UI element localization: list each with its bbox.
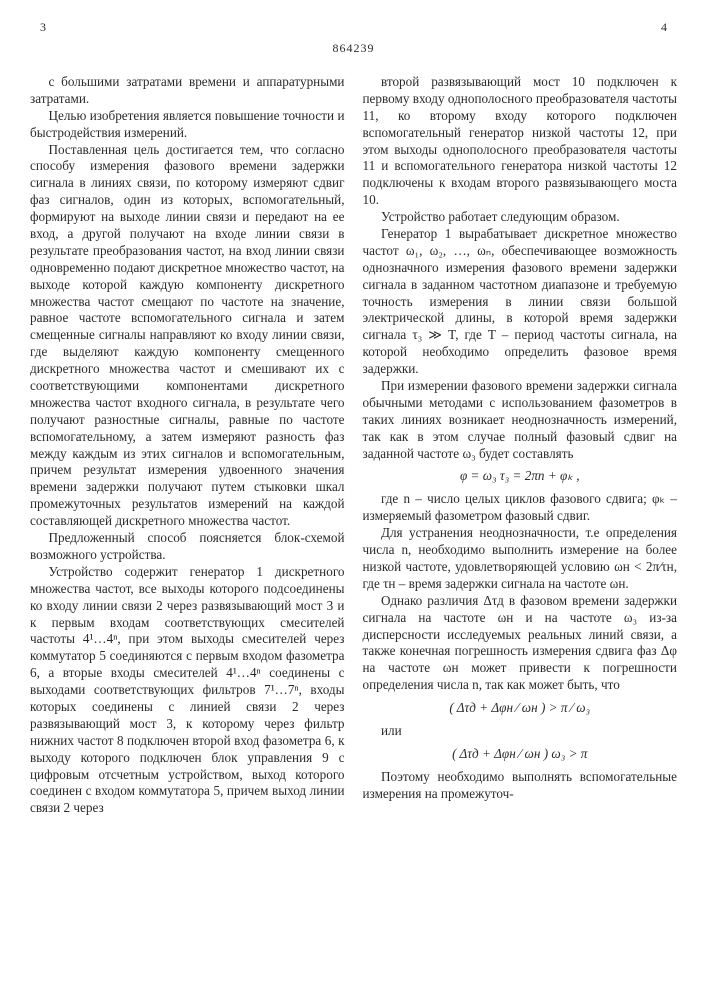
paragraph: Устройство содержит генератор 1 дискретн… bbox=[30, 564, 345, 817]
paragraph: Однако различия Δτд в фазовом времени за… bbox=[363, 593, 678, 694]
paragraph: второй развязывающий мост 10 подключен к… bbox=[363, 74, 678, 209]
paragraph: Устройство работает следующим образом. bbox=[363, 209, 678, 226]
paragraph: где n – число целых циклов фазового сдви… bbox=[363, 491, 678, 525]
page-header: 3 4 bbox=[30, 20, 677, 35]
formula: ( Δτд + Δφн ⁄ ωн ) ω₃ > π bbox=[363, 746, 678, 763]
paragraph: Целью изобретения является повышение точ… bbox=[30, 108, 345, 142]
page-number-right: 4 bbox=[661, 20, 667, 35]
text-columns: с большими затратами времени и аппаратур… bbox=[30, 74, 677, 817]
formula: ( Δτд + Δφн ⁄ ωн ) > π ⁄ ω₃ bbox=[363, 700, 678, 717]
page-number-left: 3 bbox=[40, 20, 46, 35]
paragraph: Предложенный способ поясняется блок-схем… bbox=[30, 530, 345, 564]
paragraph: Для устранения неоднозначности, т.е опре… bbox=[363, 525, 678, 593]
formula: φ = ω₃ τ₃ = 2πn + φₖ , bbox=[363, 468, 678, 485]
left-column: с большими затратами времени и аппаратур… bbox=[30, 74, 345, 817]
paragraph: При измерении фазового времени задержки … bbox=[363, 378, 678, 462]
paragraph: Поэтому необходимо выполнять вспомогател… bbox=[363, 769, 678, 803]
paragraph: с большими затратами времени и аппаратур… bbox=[30, 74, 345, 108]
page: 3 4 864239 с большими затратами времени … bbox=[0, 0, 707, 847]
paragraph: Поставленная цель достигается тем, что с… bbox=[30, 142, 345, 530]
document-number: 864239 bbox=[30, 41, 677, 56]
right-column: второй развязывающий мост 10 подключен к… bbox=[363, 74, 678, 817]
paragraph: или bbox=[363, 723, 678, 740]
paragraph: Генератор 1 вырабатывает дискретное множ… bbox=[363, 226, 678, 378]
